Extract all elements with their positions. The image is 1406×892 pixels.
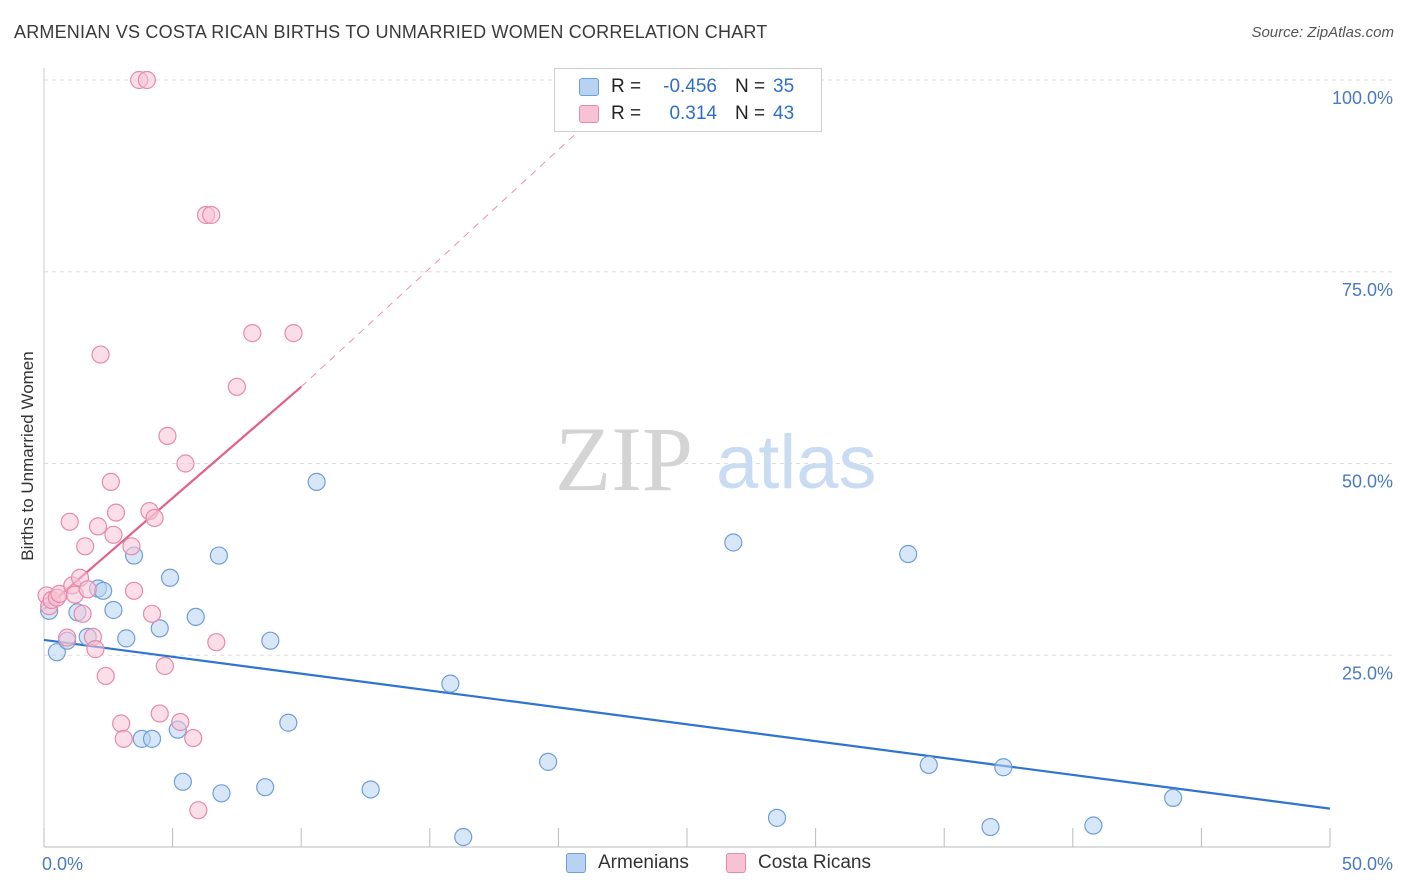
- armenians-point: [104, 600, 123, 620]
- armenians-point: [899, 544, 918, 564]
- costa-ricans-point: [171, 712, 190, 732]
- armenians-point: [307, 472, 326, 492]
- tick-labels: 25.0% 50.0% 75.0% 100.0% 0.0% 50.0%: [42, 88, 1393, 874]
- legend-row-armenians: R = -0.456 N = 35: [579, 75, 794, 99]
- y-tick-label: 25.0%: [1342, 663, 1393, 683]
- y-tick-label: 50.0%: [1342, 472, 1393, 492]
- armenians-point: [1164, 788, 1183, 808]
- watermark-atlas: atlas: [716, 420, 877, 505]
- costa-ricans-swatch: [579, 105, 599, 123]
- costa-ricans-point: [78, 580, 97, 599]
- watermark-zip: ZIP: [555, 408, 693, 510]
- costa-ricans-point: [227, 377, 246, 396]
- armenians-point: [539, 752, 558, 771]
- costa-ricans-point: [189, 801, 208, 820]
- costa-ricans-point: [124, 581, 144, 600]
- armenians-point: [150, 619, 169, 638]
- costa-ricans-trend-line: [300, 125, 585, 388]
- costa-ricans-point: [142, 604, 162, 623]
- n-label: N =: [735, 76, 766, 97]
- armenians-point: [142, 729, 162, 748]
- costa-ricans-point: [114, 729, 133, 748]
- armenians-point: [767, 808, 787, 827]
- armenians-point: [994, 758, 1013, 777]
- costa-ricans-point: [122, 537, 141, 556]
- armenians-legend-swatch: [566, 853, 586, 873]
- costa-ricans-point: [158, 426, 177, 445]
- costa-ricans-point: [60, 512, 79, 531]
- costa-ricans-point: [96, 666, 115, 686]
- y-tick-label: 75.0%: [1342, 280, 1393, 300]
- r-label: R =: [611, 76, 642, 97]
- armenians-point: [256, 778, 275, 797]
- armenians-swatch: [579, 78, 599, 96]
- costa-ricans-point: [243, 324, 262, 343]
- armenians-point: [361, 780, 380, 799]
- armenians-point: [212, 784, 231, 803]
- costa-ricans-point: [184, 728, 203, 748]
- armenians-point: [279, 713, 298, 732]
- costa-ricans-point: [86, 640, 105, 659]
- armenians-legend-label: Armenians: [598, 852, 689, 873]
- n-label: N =: [735, 103, 766, 124]
- armenians-r-value: -0.456: [663, 76, 717, 97]
- costa-ricans-point: [106, 503, 126, 522]
- armenians-point: [454, 827, 473, 847]
- costa-ricans-point: [207, 633, 226, 652]
- costa-ricans-legend-swatch: [726, 853, 746, 873]
- costa-ricans-point: [150, 704, 169, 723]
- costa-ricans-point: [112, 714, 131, 733]
- costa-ricans-n-value: 43: [773, 103, 795, 124]
- costa-ricans-point: [284, 324, 303, 343]
- r-label: R =: [611, 103, 642, 124]
- costa-ricans-point: [137, 70, 156, 90]
- costa-ricans-point: [73, 604, 92, 623]
- chart-title: ARMENIAN VS COSTA RICAN BIRTHS TO UNMARR…: [14, 22, 768, 42]
- series-legend: Armenians Costa Ricans: [0, 852, 1406, 876]
- armenians-point: [261, 631, 280, 650]
- armenians-point: [94, 581, 113, 600]
- watermark: ZIP atlas: [555, 408, 877, 510]
- source-label: Source: ZipAtlas.com: [1251, 24, 1394, 41]
- costa-ricans-point: [58, 628, 77, 647]
- stats-legend: R = -0.456 N = 35 R = 0.314 N = 43: [554, 68, 822, 132]
- armenians-point: [1084, 816, 1103, 835]
- armenians-point: [117, 629, 136, 648]
- armenians-point: [981, 817, 1000, 837]
- costa-ricans-point: [155, 656, 174, 676]
- armenians-point: [441, 674, 460, 693]
- costa-ricans-point: [176, 454, 195, 473]
- armenians-point: [173, 772, 192, 791]
- costa-ricans-point: [88, 517, 108, 536]
- armenians-point: [47, 643, 66, 662]
- costa-ricans-r-value: 0.314: [669, 103, 717, 124]
- data-points: [37, 70, 1183, 847]
- grid-lines: [44, 79, 1392, 656]
- armenians-point: [724, 533, 743, 552]
- x-tick-label: 0.0%: [42, 854, 83, 874]
- armenians-point: [160, 568, 180, 587]
- costa-ricans-point: [76, 537, 95, 556]
- armenians-point: [186, 607, 205, 627]
- costa-ricans-point: [104, 525, 123, 544]
- armenians-n-value: 35: [773, 76, 795, 97]
- armenians-point: [209, 546, 228, 565]
- costa-ricans-point: [202, 205, 221, 225]
- costa-ricans-legend-label: Costa Ricans: [758, 852, 871, 873]
- axes: [43, 68, 1331, 848]
- armenians-point: [919, 755, 938, 775]
- armenians-trend-line: [43, 638, 1331, 810]
- costa-ricans-point: [91, 345, 110, 364]
- legend-item-armenians: Armenians: [566, 852, 689, 874]
- y-tick-label: 100.0%: [1332, 88, 1393, 108]
- costa-ricans-point: [145, 508, 164, 528]
- legend-row-costa-ricans: R = 0.314 N = 43: [579, 102, 794, 126]
- y-axis-label: Births to Unmarried Women: [18, 351, 37, 560]
- x-tick-label: 50.0%: [1342, 854, 1393, 874]
- legend-item-costa-ricans: Costa Ricans: [726, 852, 871, 874]
- costa-ricans-point: [101, 472, 120, 492]
